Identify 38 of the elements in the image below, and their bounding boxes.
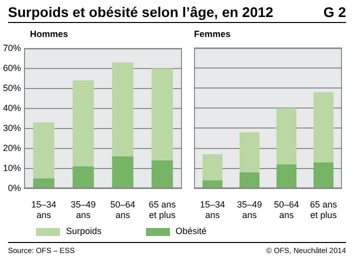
bar (72, 166, 94, 188)
x-tick-label: 65 ans et plus (148, 199, 176, 220)
chart-title: Surpoids et obésité selon l’âge, en 2012 (8, 4, 274, 20)
bar (276, 164, 296, 188)
bar (240, 132, 260, 172)
x-tick-label: 65 ans et plus (310, 199, 338, 220)
y-tick-label: 10% (3, 162, 22, 173)
x-tick-label: 15–34 ans (31, 199, 56, 220)
y-tick-label: 50% (3, 82, 22, 93)
bar (314, 162, 334, 188)
x-tick-label: 50–64 ans (274, 199, 300, 220)
chart-subtitle: Femmes (194, 29, 232, 40)
y-tick-label: 40% (3, 102, 22, 113)
y-tick-label: 60% (3, 62, 22, 73)
bar (202, 180, 222, 188)
chart-subtitle: Hommes (30, 29, 70, 40)
bar (152, 160, 173, 188)
x-tick-label: 50–64 ans (110, 199, 136, 220)
legend-label: Surpoids (65, 226, 102, 236)
y-tick-label: 70% (3, 42, 22, 53)
bar (152, 68, 173, 160)
bar (276, 108, 296, 164)
bar (112, 156, 134, 188)
x-tick-label: 35–49 ans (70, 199, 96, 220)
y-tick-label: 30% (3, 122, 22, 133)
x-tick-label: 35–49 ans (236, 199, 262, 220)
text: G 2 (323, 4, 346, 20)
bar (33, 178, 54, 188)
bar (240, 172, 260, 188)
legend-label: Obésité (174, 226, 207, 236)
y-tick-label: 0% (8, 182, 22, 193)
bar (112, 62, 134, 156)
bar (72, 80, 94, 166)
bar (314, 92, 334, 162)
y-tick-label: 20% (3, 142, 22, 153)
bar (202, 154, 222, 180)
bar (33, 122, 54, 178)
x-tick-label: 15–34 ans (200, 199, 226, 220)
